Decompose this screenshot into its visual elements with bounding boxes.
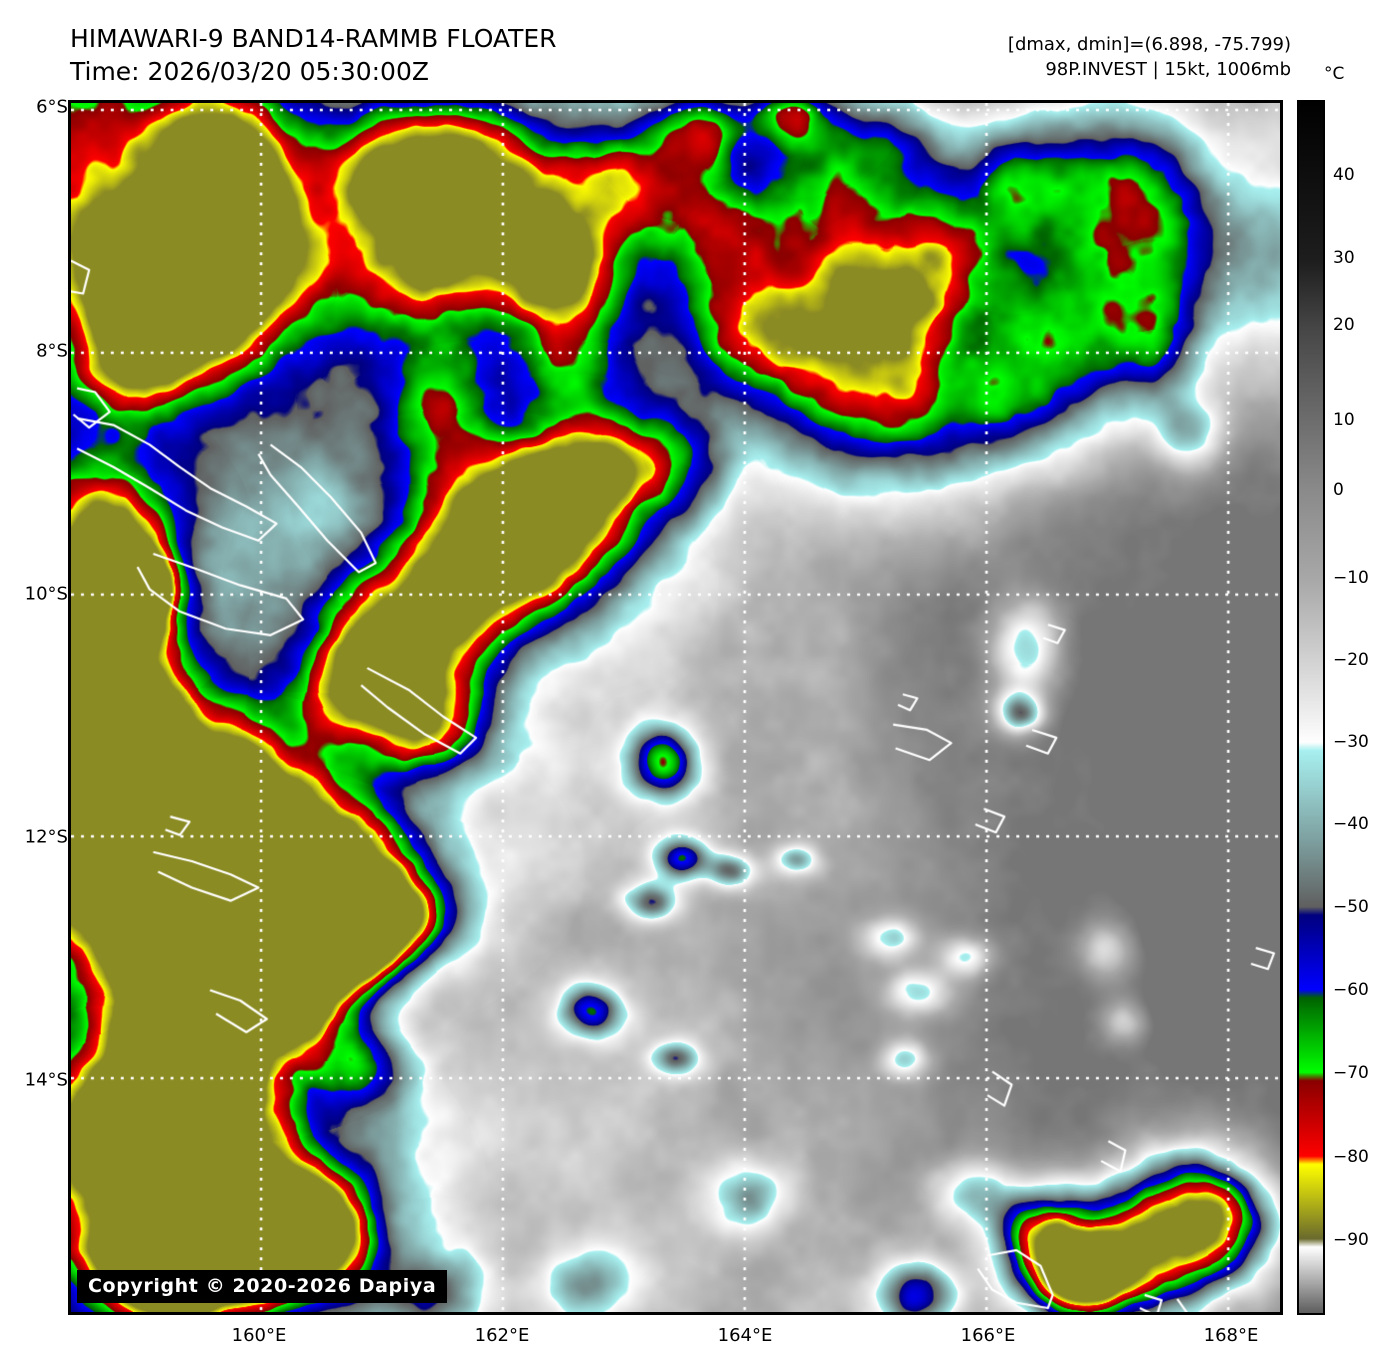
colorbar-tick-7: −30 <box>1333 732 1369 752</box>
colorbar-tick-9: −50 <box>1333 897 1369 917</box>
timestamp-label: Time: 2026/03/20 05:30:00Z <box>70 57 429 86</box>
y-axis-tick-2: 10°S <box>24 583 68 605</box>
storm-info-label: 98P.INVEST | 15kt, 1006mb <box>1045 59 1291 80</box>
colorbar-tick-1: 30 <box>1333 248 1355 268</box>
y-axis-tick-1: 8°S <box>36 340 68 362</box>
colorbar[interactable] <box>1297 100 1325 1315</box>
colorbar-units-label: °C <box>1324 64 1345 84</box>
x-axis-tick-2: 164°E <box>717 1325 773 1346</box>
colorbar-tick-11: −70 <box>1333 1063 1369 1083</box>
x-axis-tick-4: 168°E <box>1203 1325 1259 1346</box>
colorbar-tick-10: −60 <box>1333 980 1369 1000</box>
colorbar-tick-12: −80 <box>1333 1147 1369 1167</box>
page-title: HIMAWARI-9 BAND14-RAMMB FLOATER <box>70 24 557 53</box>
colorbar-tick-3: 10 <box>1333 410 1355 430</box>
colorbar-tick-4: 0 <box>1333 480 1344 500</box>
colorbar-gradient <box>1299 102 1323 1313</box>
satellite-image-panel[interactable]: Copyright © 2020-2026 Dapiya <box>68 100 1283 1315</box>
title-block: HIMAWARI-9 BAND14-RAMMB FLOATER Time: 20… <box>70 22 557 88</box>
colorbar-tick-5: −10 <box>1333 568 1369 588</box>
y-axis-tick-4: 14°S <box>24 1069 68 1091</box>
gridline-coastline-overlay <box>71 103 1280 1312</box>
colorbar-tick-2: 20 <box>1333 315 1355 335</box>
x-axis-tick-1: 162°E <box>474 1325 530 1346</box>
y-axis-tick-3: 12°S <box>24 826 68 848</box>
colorbar-tick-13: −90 <box>1333 1230 1369 1250</box>
colorbar-tick-8: −40 <box>1333 814 1369 834</box>
y-axis-tick-0: 6°S <box>36 96 68 118</box>
copyright-watermark: Copyright © 2020-2026 Dapiya <box>77 1270 448 1303</box>
x-axis-tick-3: 166°E <box>960 1325 1016 1346</box>
metadata-block: [dmax, dmin]=(6.898, -75.799) 98P.INVEST… <box>1008 32 1291 82</box>
colorbar-tick-0: 40 <box>1333 165 1355 185</box>
x-axis-tick-0: 160°E <box>231 1325 287 1346</box>
colorbar-tick-6: −20 <box>1333 650 1369 670</box>
dmax-dmin-label: [dmax, dmin]=(6.898, -75.799) <box>1007 34 1291 55</box>
